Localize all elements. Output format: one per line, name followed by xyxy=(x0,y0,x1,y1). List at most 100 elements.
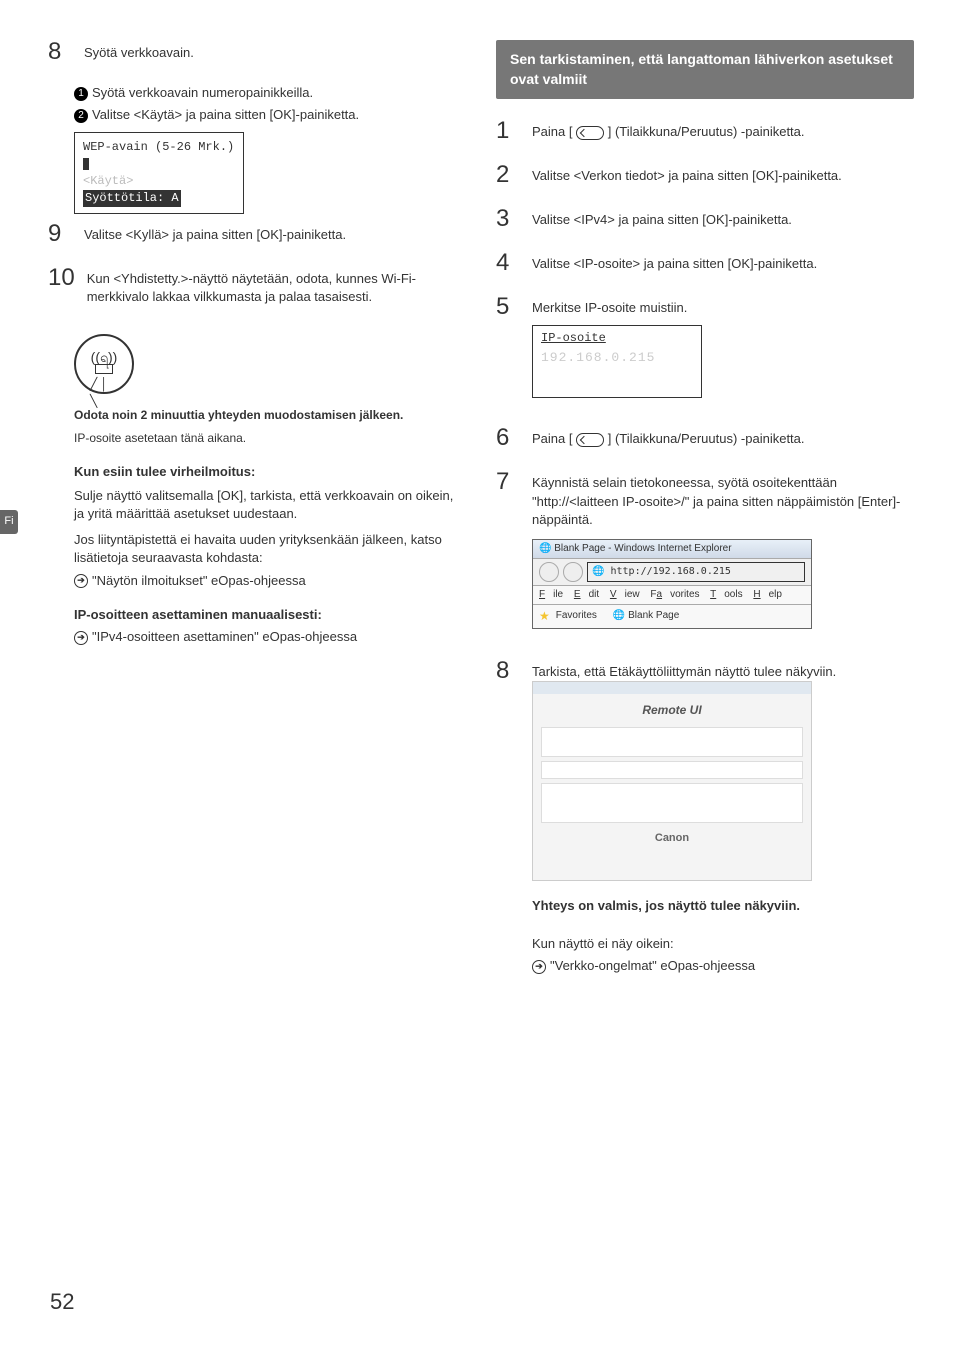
step-body: Kun <Yhdistetty.>-näyttö näytetään, odot… xyxy=(87,266,466,306)
step-body: Valitse <Verkon tiedot> ja paina sitten … xyxy=(532,163,914,187)
arrow-icon: ➔ xyxy=(74,574,88,588)
step-number: 8 xyxy=(496,659,520,976)
step-8r: 8 Tarkista, että Etäkäyttöliittymän näyt… xyxy=(496,659,914,976)
bullet-1-icon: 1 xyxy=(74,87,88,101)
step-body: Valitse <IP-osoite> ja paina sitten [OK]… xyxy=(532,251,914,275)
ip-label: IP-osoite xyxy=(541,330,693,347)
step-body: Valitse <IPv4> ja paina sitten [OK]-pain… xyxy=(532,207,914,231)
left-column: 8 Syötä verkkoavain. 1 Syötä verkkoavain … xyxy=(48,40,466,995)
star-icon: ★ xyxy=(539,608,550,625)
wifi-printer-icon: ((ရ)) ╱ │ ╲ xyxy=(74,334,134,394)
display-line-2: <Käytä> xyxy=(83,173,235,190)
status-button-icon xyxy=(576,126,604,140)
text-a: Paina [ xyxy=(532,431,572,446)
step-1: 1 Paina [ ] (Tilaikkuna/Peruutus) -paini… xyxy=(496,119,914,143)
substep-text: Valitse <Käytä> ja paina sitten [OK]-pai… xyxy=(92,107,359,122)
menu-edit[interactable]: Edit xyxy=(574,589,599,600)
tab-label: 🌐 Blank Page xyxy=(613,609,679,623)
menu-bar: File Edit View Favorites Tools Help xyxy=(533,586,811,605)
step-6: 6 Paina [ ] (Tilaikkuna/Peruutus) -paini… xyxy=(496,426,914,450)
step-body: Valitse <Kyllä> ja paina sitten [OK]-pai… xyxy=(84,222,466,246)
wait-note: IP-osoite asetetaan tänä aikana. xyxy=(74,430,466,447)
step-3: 3 Valitse <IPv4> ja paina sitten [OK]-pa… xyxy=(496,207,914,231)
error-ref: ➔ "Näytön ilmoitukset" eOpas-ohjeessa xyxy=(74,572,466,590)
wait-heading: Odota noin 2 minuuttia yhteyden muodosta… xyxy=(74,407,466,424)
status-button-icon xyxy=(576,433,604,447)
menu-favorites[interactable]: Favorites xyxy=(650,589,699,600)
step-number: 6 xyxy=(496,426,520,450)
substep-text: Syötä verkkoavain numeropainikkeilla. xyxy=(92,85,313,100)
step-number: 2 xyxy=(496,163,520,187)
error-heading: Kun esiin tulee virheilmoitus: xyxy=(74,463,466,481)
right-column: Sen tarkistaminen, että langattoman lähi… xyxy=(496,40,914,995)
page-root: Fi 8 Syötä verkkoavain. 1 Syötä verkkoava… xyxy=(0,40,914,995)
step-number: 4 xyxy=(496,251,520,275)
favorites-label: Favorites xyxy=(556,609,597,623)
printer-icon xyxy=(95,364,113,374)
error-section: Kun esiin tulee virheilmoitus: Sulje näy… xyxy=(74,463,466,590)
step-number: 10 xyxy=(48,266,75,306)
step-2: 2 Valitse <Verkon tiedot> ja paina sitte… xyxy=(496,163,914,187)
menu-tools[interactable]: Tools xyxy=(710,589,742,600)
display-line-1: WEP-avain (5-26 Mrk.) xyxy=(83,139,235,156)
step-number: 1 xyxy=(496,119,520,143)
address-bar-row: 🌐 http://192.168.0.215 xyxy=(533,559,811,586)
manual-ref: ➔ "IPv4-osoitteen asettaminen" eOpas-ohje… xyxy=(74,628,466,646)
step-number: 7 xyxy=(496,470,520,638)
step-5: 5 Merkitse IP-osoite muistiin. IP-osoite… xyxy=(496,295,914,406)
forward-button-icon[interactable] xyxy=(563,562,583,582)
arrow-icon: ➔ xyxy=(74,631,88,645)
text-a: Paina [ xyxy=(532,124,572,139)
address-bar[interactable]: 🌐 http://192.168.0.215 xyxy=(587,562,805,582)
step-7: 7 Käynnistä selain tietokoneessa, syötä … xyxy=(496,470,914,638)
back-button-icon[interactable] xyxy=(539,562,559,582)
substep-2: 2 Valitse <Käytä> ja paina sitten [OK]-pa… xyxy=(74,106,466,124)
fail-note: Kun näyttö ei näy oikein: xyxy=(532,935,914,953)
step-body: Merkitse IP-osoite muistiin. IP-osoite 1… xyxy=(532,295,914,406)
language-tab: Fi xyxy=(0,510,18,534)
step-number: 3 xyxy=(496,207,520,231)
canon-logo: Canon xyxy=(541,831,803,846)
bullet-2-icon: 2 xyxy=(74,109,88,123)
arrow-icon: ➔ xyxy=(532,960,546,974)
step-body: Käynnistä selain tietokoneessa, syötä os… xyxy=(532,470,914,638)
step-body: Tarkista, että Etäkäyttöliittymän näyttö… xyxy=(532,659,914,976)
menu-file[interactable]: File xyxy=(539,589,563,600)
step-8: 8 Syötä verkkoavain. xyxy=(48,40,466,64)
display-line-3: Syöttötila: A xyxy=(83,190,235,207)
title-text: Blank Page - Windows Internet Explorer xyxy=(554,543,731,554)
menu-help[interactable]: Help xyxy=(753,589,782,600)
url-text: http://192.168.0.215 xyxy=(610,566,730,577)
substep-1: 1 Syötä verkkoavain numeropainikkeilla. xyxy=(74,84,466,102)
ref-text: "IPv4-osoitteen asettaminen" eOpas-ohjee… xyxy=(92,629,357,644)
step-text: Käynnistä selain tietokoneessa, syötä os… xyxy=(532,474,914,529)
ref-text: "Näytön ilmoitukset" eOpas-ohjeessa xyxy=(92,573,306,588)
text-b: ] (Tilaikkuna/Peruutus) -painiketta. xyxy=(608,124,805,139)
step-9: 9 Valitse <Kyllä> ja paina sitten [OK]-p… xyxy=(48,222,466,246)
step-text: Merkitse IP-osoite muistiin. xyxy=(532,299,914,317)
error-p1: Sulje näyttö valitsemalla [OK], tarkista… xyxy=(74,487,466,523)
remote-ui-logo: Remote UI xyxy=(541,702,803,719)
manual-heading: IP-osoitteen asettaminen manuaalisesti: xyxy=(74,606,466,624)
fail-ref: ➔ "Verkko-ongelmat" eOpas-ohjeessa xyxy=(532,957,914,975)
section-header: Sen tarkistaminen, että langattoman lähi… xyxy=(496,40,914,99)
step-10: 10 Kun <Yhdistetty.>-näyttö näytetään, o… xyxy=(48,266,466,306)
text-b: ] (Tilaikkuna/Peruutus) -painiketta. xyxy=(608,431,805,446)
browser-window: 🌐 Blank Page - Windows Internet Explorer… xyxy=(532,539,812,629)
error-p2: Jos liityntäpistettä ei havaita uuden yr… xyxy=(74,531,466,567)
menu-view[interactable]: View xyxy=(610,589,640,600)
page-number: 52 xyxy=(50,1287,74,1318)
step-number: 9 xyxy=(48,222,72,246)
step-body: Paina [ ] (Tilaikkuna/Peruutus) -painike… xyxy=(532,426,914,450)
manual-ip-section: IP-osoitteen asettaminen manuaalisesti: … xyxy=(74,606,466,646)
base-icon: ╱ │ ╲ xyxy=(90,376,118,410)
step-number: 8 xyxy=(48,40,72,64)
ip-value: 192.168.0.215 xyxy=(541,349,693,367)
ref-text: "Verkko-ongelmat" eOpas-ohjeessa xyxy=(550,958,755,973)
content-columns: 8 Syötä verkkoavain. 1 Syötä verkkoavain … xyxy=(18,40,914,995)
step-body: Syötä verkkoavain. xyxy=(84,40,466,64)
browser-title: 🌐 Blank Page - Windows Internet Explorer xyxy=(533,540,811,559)
lcd-display: WEP-avain (5-26 Mrk.) <Käytä> Syöttötila… xyxy=(74,132,244,213)
step-number: 5 xyxy=(496,295,520,406)
favorites-bar: ★ Favorites 🌐 Blank Page xyxy=(533,605,811,628)
